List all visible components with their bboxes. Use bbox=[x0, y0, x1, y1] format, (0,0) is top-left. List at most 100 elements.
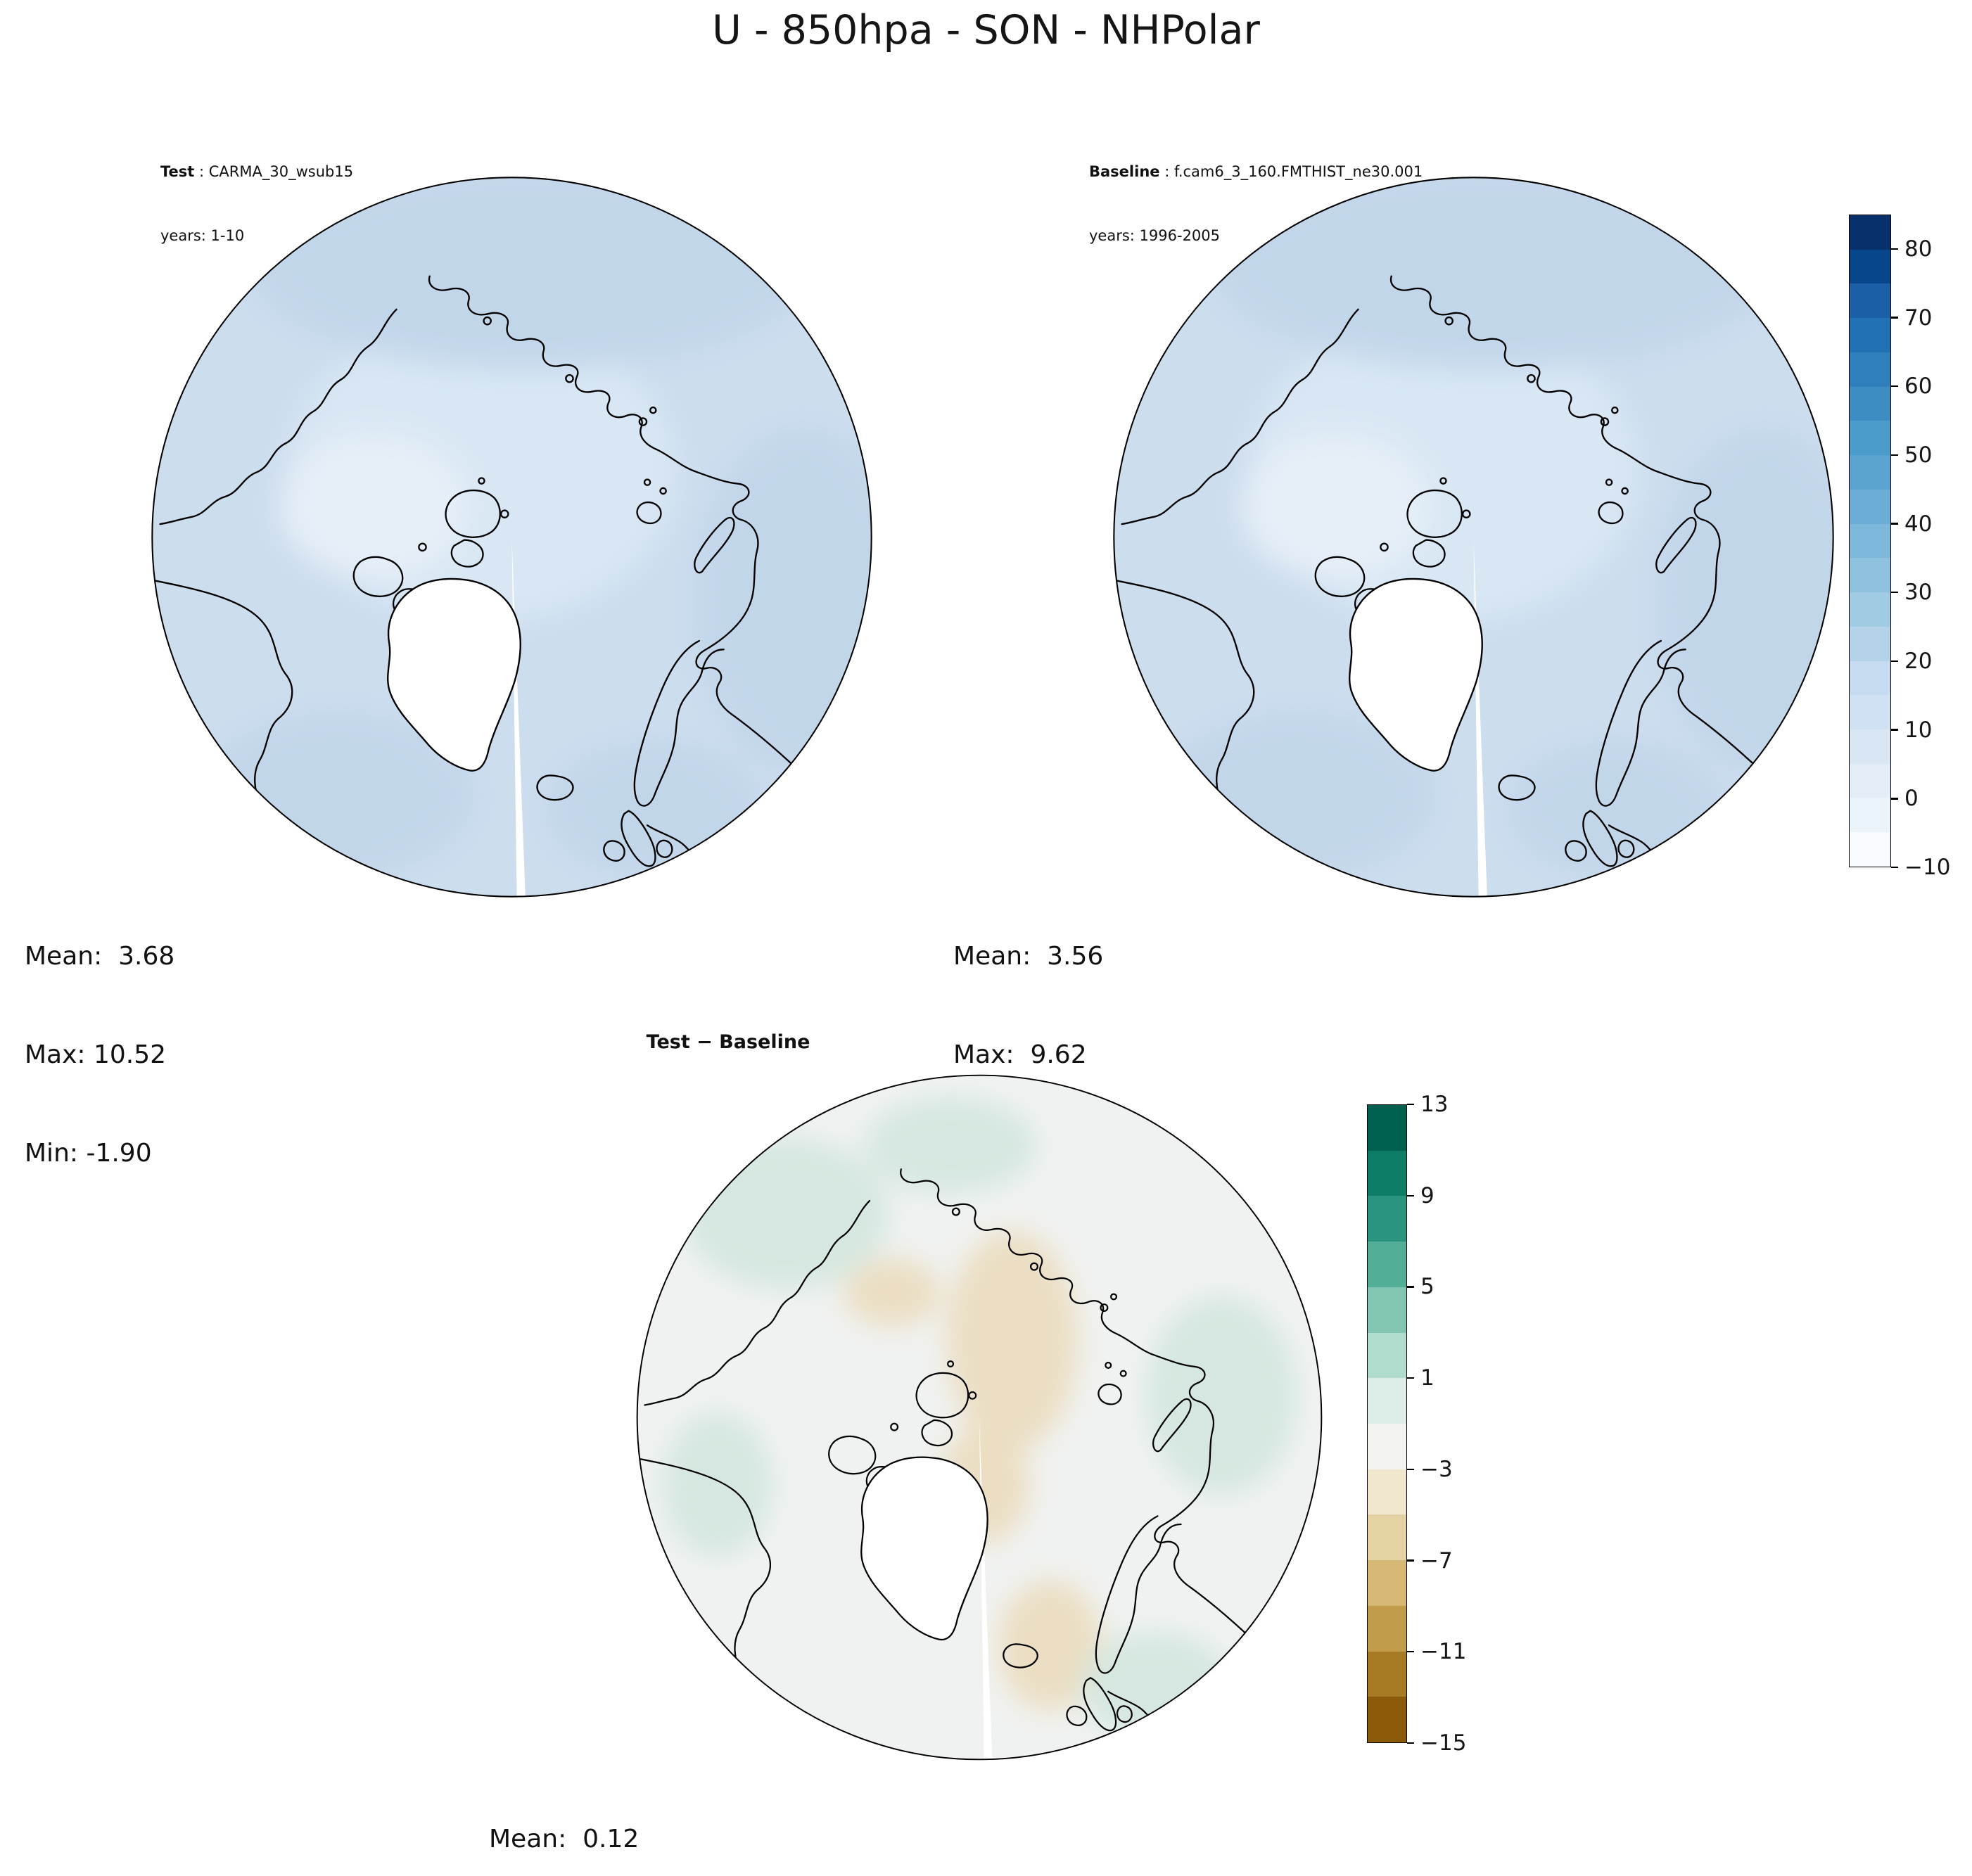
tick-label: 30 bbox=[1904, 580, 1933, 606]
diff-colorbar: 13 9 5 1 −3 −7 −11 −15 bbox=[1367, 1092, 1499, 1756]
baseline-label-sep: : bbox=[1159, 162, 1174, 180]
test-panel-header: Test : CARMA_30_wsub15 years: 1-10 bbox=[160, 118, 353, 290]
tick-mark bbox=[1407, 1559, 1414, 1562]
colorbar-segment bbox=[1850, 421, 1890, 456]
map-boundary bbox=[151, 177, 872, 898]
colorbar-segment bbox=[1368, 1514, 1406, 1561]
baseline-stat-mean: Mean: 3.56 bbox=[953, 941, 1104, 971]
tick-mark bbox=[1891, 317, 1898, 319]
colorbar-segment bbox=[1850, 763, 1890, 798]
tick-mark bbox=[1891, 592, 1898, 594]
colorbar-segment bbox=[1368, 1287, 1406, 1333]
tick-label: −15 bbox=[1420, 1730, 1467, 1756]
colorbar-segment bbox=[1850, 215, 1890, 250]
baseline-stat-max: Max: 9.62 bbox=[953, 1040, 1087, 1069]
diff-panel-title: Test − Baseline bbox=[646, 1031, 810, 1053]
tick-mark bbox=[1891, 798, 1898, 800]
colorbar-segment bbox=[1368, 1378, 1406, 1424]
colorbar-segment bbox=[1850, 798, 1890, 833]
colorbar-segment bbox=[1850, 729, 1890, 764]
colorbar-segment bbox=[1850, 523, 1890, 559]
diff-colorbar-ticks: 13 9 5 1 −3 −7 −11 −15 bbox=[1407, 1092, 1499, 1756]
colorbar-segment bbox=[1368, 1242, 1406, 1287]
test-dataset: CARMA_30_wsub15 bbox=[208, 162, 354, 180]
colorbar-segment bbox=[1850, 318, 1890, 352]
colorbar-segment bbox=[1850, 352, 1890, 387]
diff-colorbar-bar bbox=[1367, 1104, 1407, 1743]
colorbar-segment bbox=[1850, 455, 1890, 490]
tick-mark bbox=[1407, 1742, 1414, 1744]
test-stat-max: Max: 10.52 bbox=[25, 1040, 167, 1069]
tick-mark bbox=[1891, 729, 1898, 731]
tick-mark bbox=[1407, 1103, 1414, 1106]
colorbar-tick: 80 bbox=[1891, 236, 1932, 262]
colorbar-segment bbox=[1850, 558, 1890, 593]
test-label-sep: : bbox=[194, 162, 209, 180]
tick-label: 0 bbox=[1904, 786, 1919, 812]
colorbar-tick: −15 bbox=[1407, 1730, 1466, 1756]
colorbar-segment bbox=[1368, 1332, 1406, 1379]
tick-mark bbox=[1407, 1468, 1414, 1471]
figure-title: U - 850hpa - SON - NHPolar bbox=[712, 7, 1260, 53]
colorbar-tick: 20 bbox=[1891, 649, 1932, 674]
colorbar-tick: 30 bbox=[1891, 580, 1932, 605]
tick-label: −10 bbox=[1904, 855, 1951, 880]
colorbar-segment bbox=[1850, 695, 1890, 730]
main-colorbar-bar bbox=[1849, 215, 1891, 867]
test-stat-mean: Mean: 3.68 bbox=[25, 941, 175, 971]
colorbar-tick: −11 bbox=[1407, 1639, 1466, 1664]
tick-label: 10 bbox=[1904, 717, 1933, 743]
colorbar-tick: 1 bbox=[1407, 1365, 1435, 1391]
diff-map bbox=[636, 1074, 1323, 1761]
tick-label: 60 bbox=[1904, 374, 1933, 400]
test-stat-min: Min: -1.90 bbox=[25, 1139, 152, 1168]
colorbar-tick: 40 bbox=[1891, 511, 1932, 537]
test-years: years: 1-10 bbox=[160, 227, 245, 245]
test-map bbox=[151, 177, 872, 898]
tick-label: 9 bbox=[1420, 1182, 1435, 1208]
tick-label: 80 bbox=[1904, 236, 1933, 262]
colorbar-segment bbox=[1368, 1196, 1406, 1242]
tick-label: 50 bbox=[1904, 442, 1933, 468]
colorbar-segment bbox=[1850, 661, 1890, 696]
map-boundary bbox=[636, 1074, 1323, 1761]
tick-label: 13 bbox=[1420, 1092, 1449, 1117]
tick-label: 20 bbox=[1904, 648, 1933, 674]
tick-label: 40 bbox=[1904, 511, 1933, 537]
colorbar-segment bbox=[1850, 283, 1890, 319]
colorbar-tick: −3 bbox=[1407, 1457, 1453, 1482]
baseline-map bbox=[1113, 177, 1834, 898]
tick-mark bbox=[1407, 1194, 1414, 1197]
baseline-panel-label-line: Baseline : f.cam6_3_160.FMTHIST_ne30.001 bbox=[1089, 161, 1423, 182]
tick-mark bbox=[1407, 1651, 1414, 1653]
colorbar-segment bbox=[1368, 1424, 1406, 1469]
tick-mark bbox=[1407, 1377, 1414, 1379]
tick-label: −11 bbox=[1420, 1639, 1467, 1665]
colorbar-segment bbox=[1368, 1651, 1406, 1697]
tick-mark bbox=[1891, 523, 1898, 525]
colorbar-segment bbox=[1850, 626, 1890, 661]
colorbar-tick: 10 bbox=[1891, 717, 1932, 743]
colorbar-tick: 50 bbox=[1891, 442, 1932, 468]
baseline-years: years: 1996-2005 bbox=[1089, 227, 1221, 245]
colorbar-segment bbox=[1368, 1697, 1406, 1743]
tick-mark bbox=[1891, 385, 1898, 388]
colorbar-tick: 60 bbox=[1891, 374, 1932, 399]
colorbar-segment bbox=[1850, 832, 1890, 867]
tick-mark bbox=[1891, 866, 1898, 869]
baseline-dataset: f.cam6_3_160.FMTHIST_ne30.001 bbox=[1173, 162, 1423, 180]
test-panel-label-line: Test : CARMA_30_wsub15 bbox=[160, 161, 353, 182]
colorbar-tick: 9 bbox=[1407, 1183, 1435, 1208]
tick-mark bbox=[1891, 248, 1898, 250]
colorbar-segment bbox=[1850, 592, 1890, 627]
colorbar-tick: 5 bbox=[1407, 1274, 1435, 1299]
colorbar-segment bbox=[1850, 249, 1890, 284]
colorbar-tick: 70 bbox=[1891, 305, 1932, 331]
tick-label: −3 bbox=[1420, 1456, 1453, 1482]
colorbar-tick: 0 bbox=[1891, 786, 1919, 811]
diff-stats: Mean: 0.12 Max: 2.79 Min: -1.97 bbox=[489, 1757, 639, 1876]
tick-mark bbox=[1891, 660, 1898, 663]
colorbar-tick: 13 bbox=[1407, 1092, 1448, 1117]
map-boundary bbox=[1113, 177, 1834, 898]
